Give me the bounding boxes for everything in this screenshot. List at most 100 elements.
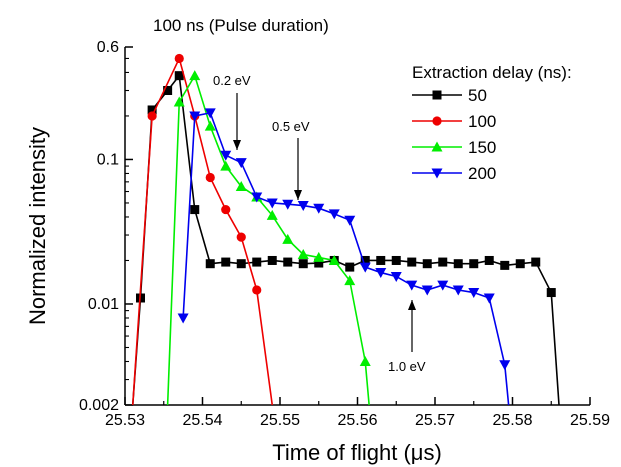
legend-title: Extraction delay (ns): xyxy=(412,63,572,82)
legend-label: 50 xyxy=(468,86,487,105)
x-tick-label: 25.54 xyxy=(182,412,222,429)
legend-marker xyxy=(432,90,442,100)
data-point-50 xyxy=(469,259,479,269)
data-point-50 xyxy=(438,257,448,267)
y-axis-title: Normalized intensity xyxy=(25,127,50,325)
data-point-150 xyxy=(359,355,371,366)
legend-entry-100: 100 xyxy=(412,112,496,131)
data-point-50 xyxy=(407,257,417,267)
data-point-50 xyxy=(453,259,463,269)
legend-marker xyxy=(432,116,442,126)
annotation-label: 0.5 eV xyxy=(272,119,310,134)
data-point-150 xyxy=(235,180,247,191)
data-point-200 xyxy=(251,192,263,203)
series-layer xyxy=(131,53,560,406)
legend: Extraction delay (ns): 50 100 150 200 xyxy=(412,63,572,183)
y-tick-label: 0.1 xyxy=(97,151,119,168)
data-point-100 xyxy=(147,111,157,121)
annotation-label: 1.0 eV xyxy=(388,359,426,374)
data-point-150 xyxy=(313,251,325,262)
data-point-200 xyxy=(297,201,309,212)
x-tick-label: 25.58 xyxy=(492,412,532,429)
data-point-50 xyxy=(190,205,200,215)
data-point-150 xyxy=(266,209,278,220)
data-point-200 xyxy=(468,288,480,299)
data-point-200 xyxy=(421,285,433,296)
data-point-50 xyxy=(360,255,370,265)
data-point-50 xyxy=(221,257,231,267)
x-tick-label: 25.56 xyxy=(337,412,377,429)
data-point-50 xyxy=(531,257,541,267)
data-point-50 xyxy=(298,259,308,269)
data-point-150 xyxy=(297,248,309,259)
data-point-200 xyxy=(313,203,325,214)
data-point-200 xyxy=(266,198,278,209)
annotation-layer: 0.2 eV 0.5 eV 1.0 eV xyxy=(213,73,426,374)
data-point-200 xyxy=(235,158,247,169)
x-axis-title: Time of flight (μs) xyxy=(272,440,442,465)
data-point-50 xyxy=(515,259,525,269)
data-point-200 xyxy=(375,268,387,279)
legend-label: 100 xyxy=(468,112,496,131)
data-point-150 xyxy=(204,120,216,131)
legend-entry-200: 200 xyxy=(412,164,496,183)
data-point-200 xyxy=(437,280,449,291)
data-point-100 xyxy=(221,204,231,215)
data-point-50 xyxy=(500,260,510,270)
data-point-200 xyxy=(483,293,495,304)
legend-entry-50: 50 xyxy=(412,86,487,105)
legend-marker xyxy=(431,168,443,179)
data-point-50 xyxy=(283,257,293,267)
data-point-50 xyxy=(314,258,324,268)
y-tick-label: 0.6 xyxy=(97,39,119,56)
data-point-150 xyxy=(173,96,185,107)
data-point-50 xyxy=(267,255,277,265)
plot-area xyxy=(124,47,590,406)
data-point-200 xyxy=(390,271,402,282)
data-point-50 xyxy=(205,259,215,269)
y-ticks: 0.002 0.01 0.1 0.6 xyxy=(79,39,133,414)
data-point-200 xyxy=(220,150,232,161)
data-point-50 xyxy=(174,71,184,81)
data-point-150 xyxy=(189,70,201,81)
x-tick-label: 25.53 xyxy=(105,412,145,429)
data-point-50 xyxy=(147,105,157,115)
data-point-50 xyxy=(422,259,432,269)
legend-entry-150: 150 xyxy=(412,138,496,157)
data-point-50 xyxy=(376,255,386,265)
legend-label: 200 xyxy=(468,164,496,183)
data-point-150 xyxy=(344,275,356,286)
data-point-50 xyxy=(484,255,494,265)
data-point-150 xyxy=(328,254,340,265)
data-point-200 xyxy=(189,111,201,122)
annotation-label: 0.2 eV xyxy=(213,73,251,88)
y-tick-label: 0.002 xyxy=(79,397,119,414)
data-point-50 xyxy=(345,262,355,272)
data-point-200 xyxy=(177,313,189,324)
data-point-50 xyxy=(236,259,246,269)
series-150 xyxy=(166,70,371,406)
annotation-arrowhead xyxy=(233,140,241,150)
data-point-50 xyxy=(163,86,173,96)
legend-entries: 50 100 150 200 xyxy=(412,86,496,183)
legend-label: 150 xyxy=(468,138,496,157)
data-point-150 xyxy=(282,233,294,244)
data-point-150 xyxy=(220,160,232,171)
data-point-200 xyxy=(328,209,340,220)
data-point-100 xyxy=(252,285,262,295)
data-point-100 xyxy=(174,53,184,64)
legend-marker xyxy=(431,141,443,152)
annotation-arrowhead xyxy=(408,300,416,310)
series-200 xyxy=(177,108,511,406)
data-point-100 xyxy=(205,172,215,183)
x-tick-label: 25.55 xyxy=(260,412,300,429)
chart-title: 100 ns (Pulse duration) xyxy=(153,16,329,35)
data-point-100 xyxy=(236,232,246,242)
x-tick-label: 25.59 xyxy=(570,412,610,429)
data-point-200 xyxy=(282,199,294,210)
series-line-200 xyxy=(182,111,510,406)
data-point-50 xyxy=(546,288,556,298)
data-point-200 xyxy=(406,280,418,291)
data-point-200 xyxy=(204,108,216,119)
